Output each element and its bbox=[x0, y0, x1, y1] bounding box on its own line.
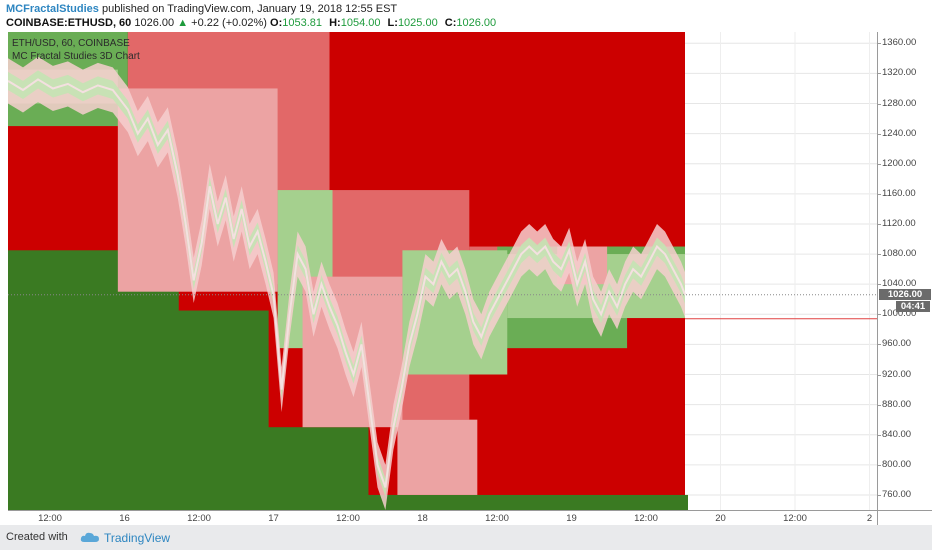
support-zone-dark bbox=[367, 494, 688, 510]
price-tick-mark bbox=[878, 43, 881, 45]
price-tick-mark bbox=[878, 103, 881, 105]
high-value: 1054.00 bbox=[340, 17, 381, 29]
time-tick-label: 16 bbox=[119, 513, 130, 524]
indicator-title[interactable]: MC Fractal Studies 3D Chart bbox=[12, 51, 140, 62]
time-tick-label: 19 bbox=[566, 513, 577, 524]
chart-pane[interactable]: ETH/USD, 60, COINBASE MC Fractal Studies… bbox=[8, 32, 877, 510]
bar-countdown-badge: 04:41 bbox=[896, 300, 930, 312]
price-tick-mark bbox=[878, 374, 881, 376]
price-tick-label: 800.00 bbox=[882, 458, 912, 470]
axis-corner bbox=[877, 510, 932, 525]
price-tick-mark bbox=[878, 193, 881, 195]
last-price: 1026.00 bbox=[134, 17, 175, 29]
high-label: H: bbox=[329, 17, 341, 29]
price-tick-label: 840.00 bbox=[882, 428, 912, 440]
close-label: C: bbox=[444, 17, 457, 29]
up-arrow-icon: ▲ bbox=[177, 17, 189, 29]
price-tick-label: 1080.00 bbox=[882, 248, 917, 260]
low-label: L: bbox=[387, 17, 398, 29]
price-tick-label: 1320.00 bbox=[882, 67, 917, 79]
tradingview-brand: TradingView bbox=[104, 531, 171, 545]
current-price-badge: 1026.00 bbox=[879, 288, 931, 300]
author-link[interactable]: MCFractalStudies bbox=[6, 3, 99, 15]
time-tick-label: 2 bbox=[866, 513, 873, 524]
price-line bbox=[8, 78, 686, 488]
price-tick-label: 1280.00 bbox=[882, 97, 917, 109]
price-tick-mark bbox=[878, 73, 881, 75]
price-tick-mark bbox=[878, 434, 881, 436]
support-zone-dark bbox=[177, 310, 269, 510]
price-tick-mark bbox=[878, 254, 881, 256]
price-tick-mark bbox=[878, 314, 881, 316]
published-text: published on TradingView.com, January 19… bbox=[101, 3, 398, 15]
close-value: 1026.00 bbox=[456, 17, 497, 29]
support-zone-dark bbox=[267, 427, 369, 510]
time-tick-label: 18 bbox=[417, 513, 428, 524]
chart-header: MCFractalStudies published on TradingVie… bbox=[0, 0, 932, 32]
time-tick-label: 12:00 bbox=[38, 513, 62, 524]
time-tick-label: 20 bbox=[715, 513, 726, 524]
publish-line: MCFractalStudies published on TradingVie… bbox=[6, 3, 397, 15]
price-tick-mark bbox=[878, 494, 881, 496]
open-value: 1053.81 bbox=[282, 17, 323, 29]
price-tick-label: 880.00 bbox=[882, 398, 912, 410]
time-tick-label: 17 bbox=[268, 513, 279, 524]
series-title[interactable]: ETH/USD, 60, COINBASE bbox=[12, 38, 130, 49]
price-tick-mark bbox=[878, 133, 881, 135]
price-tick-label: 1000.00 bbox=[882, 308, 917, 320]
time-axis[interactable]: 12:00 16 12:00 17 12:00 18 12:00 19 12:00 20 12:00… bbox=[8, 510, 877, 525]
line-layer bbox=[8, 78, 877, 488]
cloud-icon bbox=[80, 532, 99, 542]
resistance-band-light bbox=[397, 419, 478, 495]
price-tick-label: 1240.00 bbox=[882, 127, 917, 139]
price-tick-mark bbox=[878, 344, 881, 346]
symbol-line: COINBASE:ETHUSD, 60 1026.00 ▲ +0.22 (+0.… bbox=[6, 17, 500, 29]
price-tick-label: 960.00 bbox=[882, 338, 912, 350]
time-tick-label: 12:00 bbox=[187, 513, 211, 524]
price-tick-label: 1200.00 bbox=[882, 157, 917, 169]
open-label: O: bbox=[270, 17, 283, 29]
fractal-3d-chart[interactable] bbox=[8, 32, 877, 510]
price-tick-label: 1040.00 bbox=[882, 278, 917, 290]
support-zone-dark bbox=[8, 250, 179, 510]
price-change: +0.22 (+0.02%) bbox=[191, 17, 267, 29]
footer-bar: Created with TradingView bbox=[0, 525, 932, 550]
price-tick-mark bbox=[878, 464, 881, 466]
chart-legend: ETH/USD, 60, COINBASE MC Fractal Studies… bbox=[12, 37, 140, 63]
low-value: 1025.00 bbox=[397, 17, 438, 29]
price-tick-label: 1160.00 bbox=[882, 187, 916, 199]
symbol-name[interactable]: COINBASE:ETHUSD, 60 bbox=[6, 17, 132, 29]
price-tick-mark bbox=[878, 404, 881, 406]
price-tick-label: 1120.00 bbox=[882, 217, 916, 229]
created-with-text: Created with bbox=[6, 531, 68, 543]
price-tick-label: 760.00 bbox=[882, 488, 912, 500]
price-tick-mark bbox=[878, 223, 881, 225]
price-tick-mark bbox=[878, 284, 881, 286]
price-tick-label: 920.00 bbox=[882, 368, 912, 380]
price-axis[interactable]: 1360.00 1320.00 1280.00 1240.00 1200.00 1160.… bbox=[877, 32, 932, 510]
price-tick-mark bbox=[878, 163, 881, 165]
price-tick-label: 1360.00 bbox=[882, 37, 917, 49]
time-tick-label: 12:00 bbox=[783, 513, 807, 524]
time-tick-label: 12:00 bbox=[634, 513, 658, 524]
time-tick-label: 12:00 bbox=[485, 513, 509, 524]
time-tick-label: 12:00 bbox=[336, 513, 360, 524]
